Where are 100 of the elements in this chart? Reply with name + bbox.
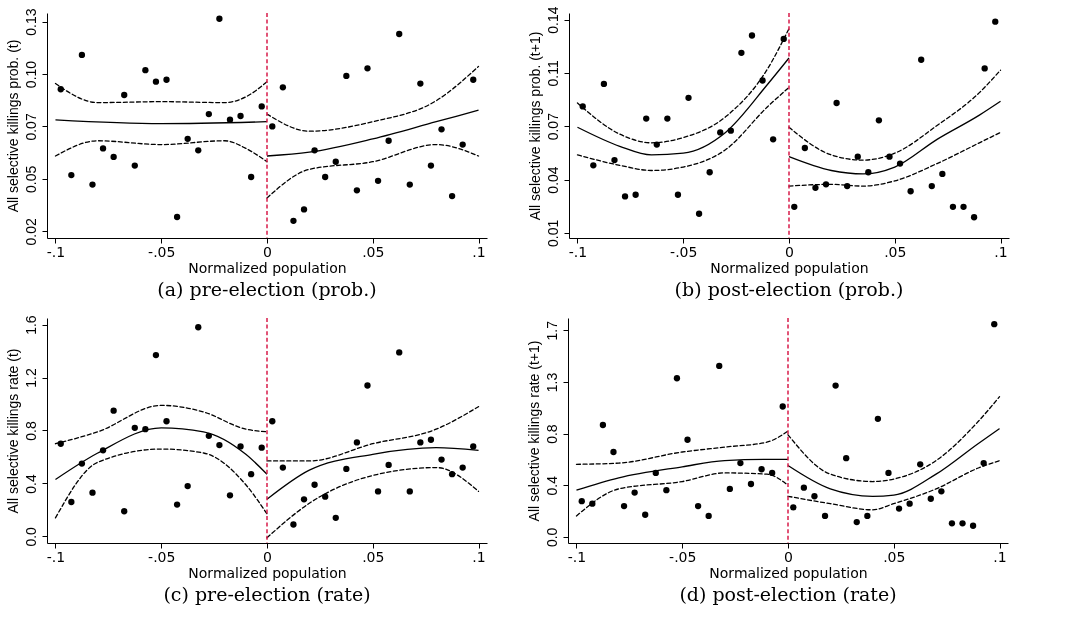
x-tick-label: -.1 [568, 243, 588, 260]
point [364, 382, 371, 389]
point [812, 184, 819, 191]
x-tick-label: .1 [472, 243, 486, 260]
point [611, 156, 618, 164]
line-series [788, 100, 1002, 175]
point [131, 424, 138, 432]
point [599, 421, 607, 429]
y-tick-label: 1.7 [543, 320, 560, 341]
x-tick-label: 0 [263, 243, 272, 260]
point [237, 112, 244, 120]
point [290, 521, 297, 528]
line-series [576, 57, 790, 156]
point [970, 214, 978, 221]
point [385, 461, 392, 469]
x-tick-label: .05 [362, 243, 385, 260]
line-series [54, 80, 268, 104]
point [406, 488, 413, 495]
line-series [266, 406, 480, 462]
point [216, 15, 223, 22]
line-series [787, 428, 1001, 497]
point [631, 489, 638, 496]
y-tick-label: 0.4 [22, 474, 39, 494]
point [938, 488, 945, 495]
point [717, 129, 724, 136]
line-series [575, 458, 789, 491]
text: (a) pre-election (prob.) [157, 278, 377, 300]
point [747, 480, 755, 488]
point [258, 103, 265, 110]
point [695, 210, 703, 217]
line-series [266, 466, 480, 539]
point [853, 518, 860, 526]
point [237, 443, 244, 450]
x-tick-label: -.05 [148, 243, 176, 260]
point [939, 170, 946, 178]
point [821, 512, 829, 520]
point [949, 203, 957, 210]
point [748, 32, 756, 39]
point [928, 182, 935, 190]
x-tick-label: -.1 [567, 548, 587, 565]
point [89, 489, 96, 496]
x-tick-label: .1 [993, 548, 1007, 565]
point [459, 464, 466, 471]
point [791, 203, 798, 210]
y-axis-title: All selective killings rate (t+1) [525, 340, 542, 522]
point [590, 162, 597, 169]
point [131, 162, 138, 169]
point [173, 501, 181, 508]
line-series [54, 448, 268, 519]
point [184, 135, 191, 142]
point [353, 439, 361, 446]
line-series [266, 109, 480, 157]
point [918, 56, 925, 63]
point [343, 465, 350, 473]
x-tick-label: .1 [472, 548, 486, 565]
point [121, 91, 128, 99]
point [279, 464, 287, 471]
point [833, 99, 840, 107]
x-tick-label: -.1 [46, 548, 66, 565]
point [600, 80, 608, 88]
point [864, 512, 871, 520]
y-tick-label: 0.07 [22, 113, 39, 141]
point [632, 191, 639, 198]
line-series [54, 140, 268, 163]
y-tick-label: 0.01 [544, 219, 561, 247]
point [247, 471, 255, 478]
point [322, 493, 329, 500]
point [642, 511, 649, 518]
line-series [788, 131, 1002, 187]
point [470, 76, 477, 83]
y-tick-label: 0.13 [22, 8, 39, 36]
point [705, 512, 712, 520]
point [406, 181, 413, 188]
y-tick-label: 0.8 [22, 421, 39, 441]
point [417, 80, 424, 87]
point [226, 116, 234, 123]
point [142, 67, 149, 74]
point [78, 51, 86, 59]
y-axis-title: All selective killings prob. (t) [4, 39, 21, 213]
x-tick-label: -.1 [46, 243, 66, 260]
point [779, 403, 786, 410]
point [578, 498, 585, 505]
point [948, 520, 956, 527]
point [663, 486, 670, 494]
point [343, 72, 350, 80]
point [110, 407, 117, 414]
point [205, 432, 212, 439]
point [684, 436, 691, 443]
point [737, 459, 744, 467]
point [843, 455, 850, 462]
point [992, 18, 999, 25]
point [152, 351, 160, 359]
point [195, 147, 202, 154]
point [726, 485, 733, 493]
x-axis-title: Normalized population [709, 564, 868, 581]
point [269, 418, 276, 425]
x-tick-label: -.05 [148, 548, 176, 565]
point [885, 469, 892, 477]
y-tick-label: 1.2 [22, 368, 39, 388]
point [374, 488, 382, 495]
